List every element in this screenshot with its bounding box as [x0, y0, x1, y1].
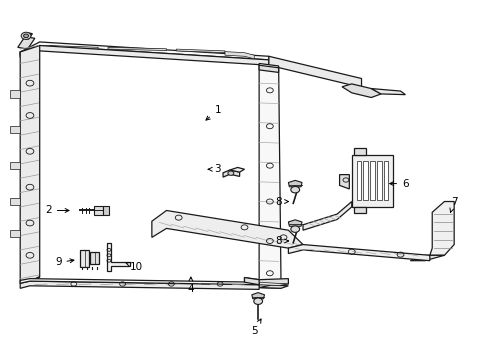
Polygon shape — [25, 33, 32, 39]
Polygon shape — [224, 51, 254, 59]
Bar — [383, 161, 387, 201]
Polygon shape — [351, 155, 392, 207]
Polygon shape — [103, 206, 109, 215]
Polygon shape — [259, 285, 288, 288]
Polygon shape — [341, 84, 380, 98]
Polygon shape — [10, 230, 20, 237]
Polygon shape — [268, 56, 361, 87]
Polygon shape — [107, 243, 130, 271]
Polygon shape — [80, 249, 89, 267]
Polygon shape — [288, 220, 302, 226]
Text: 6: 6 — [389, 179, 408, 189]
Polygon shape — [370, 89, 405, 95]
Text: 7: 7 — [449, 197, 457, 212]
Text: 3: 3 — [208, 164, 221, 174]
Polygon shape — [288, 180, 302, 187]
Polygon shape — [303, 202, 351, 230]
Circle shape — [253, 298, 262, 305]
Polygon shape — [20, 277, 40, 285]
Polygon shape — [251, 293, 264, 299]
Polygon shape — [176, 49, 224, 53]
Polygon shape — [18, 37, 35, 49]
Polygon shape — [244, 278, 288, 285]
Text: 5: 5 — [250, 319, 261, 336]
Polygon shape — [20, 42, 268, 60]
Text: 1: 1 — [205, 105, 221, 120]
Polygon shape — [429, 202, 453, 255]
Polygon shape — [20, 281, 259, 289]
Circle shape — [21, 32, 31, 40]
Text: 9: 9 — [55, 257, 74, 267]
Bar — [356, 161, 360, 201]
Polygon shape — [409, 255, 444, 261]
Polygon shape — [259, 282, 288, 285]
Bar — [376, 161, 381, 201]
Bar — [363, 161, 367, 201]
Text: 4: 4 — [187, 277, 194, 294]
Polygon shape — [229, 167, 244, 172]
Polygon shape — [244, 278, 259, 285]
Polygon shape — [108, 47, 166, 50]
Polygon shape — [20, 279, 259, 285]
Polygon shape — [90, 252, 99, 264]
Polygon shape — [94, 206, 103, 215]
Polygon shape — [10, 90, 20, 98]
Polygon shape — [353, 148, 366, 155]
Circle shape — [290, 226, 299, 232]
Polygon shape — [339, 175, 348, 189]
Polygon shape — [259, 63, 281, 288]
Polygon shape — [223, 170, 239, 177]
Polygon shape — [288, 244, 429, 261]
Circle shape — [227, 171, 233, 175]
Circle shape — [23, 34, 28, 38]
Polygon shape — [152, 211, 303, 248]
Polygon shape — [49, 45, 98, 49]
Polygon shape — [10, 198, 20, 205]
Polygon shape — [10, 162, 20, 169]
Text: 2: 2 — [45, 206, 69, 216]
Text: 8: 8 — [275, 197, 288, 207]
Bar — [369, 161, 374, 201]
Polygon shape — [259, 65, 278, 72]
Text: 10: 10 — [126, 262, 142, 272]
Text: 8: 8 — [275, 236, 288, 246]
Polygon shape — [20, 45, 40, 283]
Circle shape — [290, 186, 299, 193]
Polygon shape — [10, 126, 20, 134]
Polygon shape — [353, 207, 366, 213]
Polygon shape — [20, 45, 268, 65]
